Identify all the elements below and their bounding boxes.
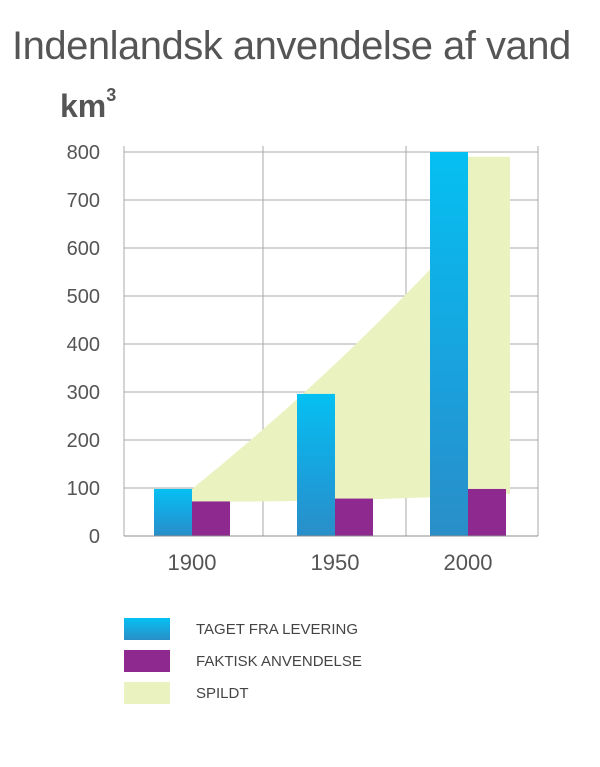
y-tick-label-500: 500 (67, 286, 100, 308)
y-tick-label-800: 800 (67, 142, 100, 164)
bar-taget-1900 (154, 488, 192, 536)
y-tick-label-300: 300 (67, 382, 100, 404)
y-tick-label-400: 400 (67, 334, 100, 356)
legend-item-faktisk: FAKTISK ANVENDELSE (124, 650, 362, 672)
y-axis-unit-superscript: 3 (106, 85, 117, 106)
y-tick-label-200: 200 (67, 430, 100, 452)
bar-faktisk-2000 (468, 488, 506, 536)
legend-item-taget: TAGET FRA LEVERING (124, 618, 362, 640)
legend-label-faktisk: FAKTISK ANVENDELSE (196, 652, 362, 670)
y-tick-label-600: 600 (67, 238, 100, 260)
x-tick-label-2000: 2000 (444, 550, 493, 575)
legend-swatch-spildt (124, 682, 170, 704)
bar-faktisk-1950 (335, 498, 373, 536)
x-tick-label-1900: 1900 (168, 550, 217, 575)
bar-taget-2000 (430, 152, 468, 536)
chart-title: Indenlandsk anvendelse af vand (12, 24, 571, 68)
y-tick-label-100: 100 (67, 478, 100, 500)
x-tick-label-1950: 1950 (311, 550, 360, 575)
y-axis-unit-label: km (60, 88, 107, 124)
y-axis-unit: km3 (60, 85, 117, 125)
y-tick-label-0: 0 (89, 526, 100, 548)
bar-taget-1950 (297, 393, 335, 536)
legend: TAGET FRA LEVERING FAKTISK ANVENDELSE SP… (124, 618, 362, 714)
y-tick-label-700: 700 (67, 190, 100, 212)
legend-swatch-taget (124, 618, 170, 640)
legend-label-spildt: SPILDT (196, 684, 249, 702)
legend-item-spildt: SPILDT (124, 682, 362, 704)
bar-faktisk-1900 (192, 501, 230, 536)
legend-label-taget: TAGET FRA LEVERING (196, 620, 358, 638)
legend-swatch-faktisk (124, 650, 170, 672)
